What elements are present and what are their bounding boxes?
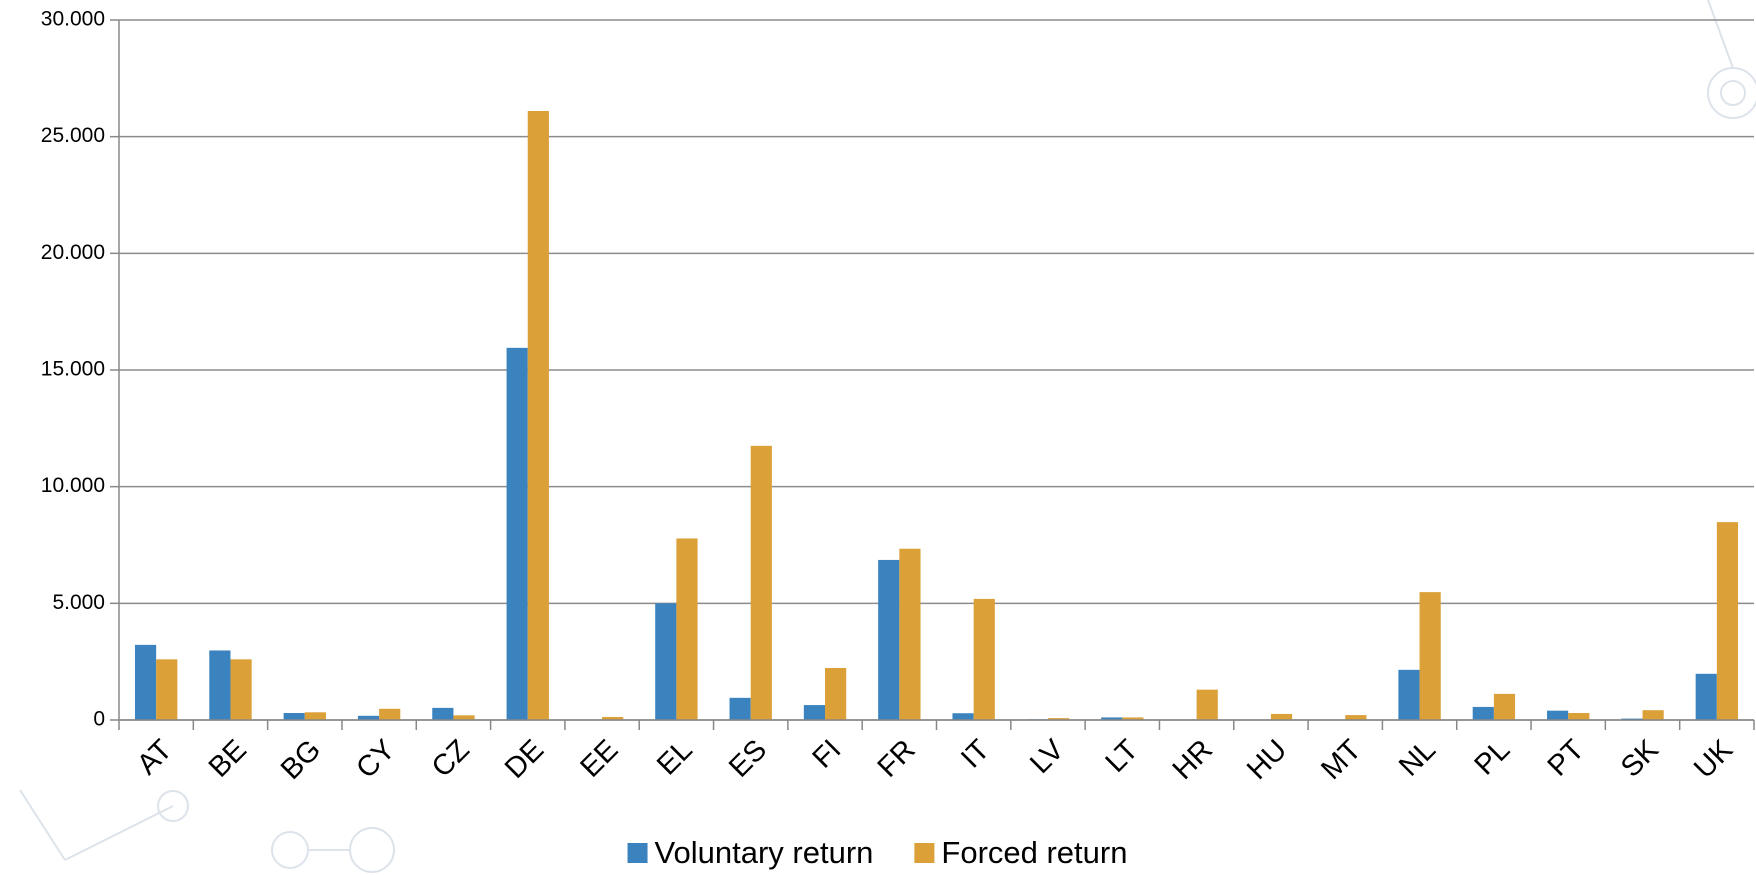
bar bbox=[453, 715, 475, 720]
bar bbox=[283, 713, 305, 720]
bar bbox=[676, 538, 698, 720]
x-tick-label: CY bbox=[350, 734, 401, 785]
x-tick-label: LT bbox=[1100, 734, 1145, 779]
legend: Voluntary return Forced return bbox=[627, 835, 1127, 870]
y-tick-label: 20.000 bbox=[41, 241, 105, 264]
legend-swatch bbox=[627, 843, 648, 863]
x-tick-label: PT bbox=[1542, 734, 1591, 783]
bar bbox=[1493, 693, 1516, 720]
bar bbox=[527, 111, 549, 720]
bar bbox=[357, 715, 380, 720]
bar bbox=[899, 548, 921, 720]
x-tick-label: SK bbox=[1615, 733, 1665, 783]
bar bbox=[1101, 717, 1123, 720]
bar bbox=[952, 713, 974, 720]
decoration bbox=[19, 0, 1756, 873]
x-tick-label: EE bbox=[574, 734, 624, 784]
bar bbox=[803, 705, 826, 720]
x-tick-label: ES bbox=[723, 734, 773, 784]
x-tick-label: MT bbox=[1315, 734, 1367, 786]
bar bbox=[506, 347, 528, 720]
bar bbox=[1695, 673, 1717, 720]
bar bbox=[1568, 713, 1590, 720]
bar bbox=[432, 707, 454, 720]
bar bbox=[1345, 715, 1367, 720]
x-tick-label: AT bbox=[131, 734, 179, 782]
bar bbox=[1270, 713, 1293, 720]
bar bbox=[602, 716, 624, 720]
x-tick-label: EL bbox=[651, 734, 699, 782]
bar bbox=[156, 659, 178, 720]
legend-swatch bbox=[914, 843, 935, 863]
x-tick-label: BG bbox=[275, 734, 327, 786]
bar bbox=[230, 659, 252, 720]
bar bbox=[1716, 522, 1739, 720]
x-tick-label: IT bbox=[955, 734, 996, 775]
bar bbox=[750, 445, 772, 720]
x-tick-label: UK bbox=[1688, 733, 1740, 785]
bar bbox=[1196, 689, 1218, 720]
bar bbox=[304, 712, 326, 720]
bar bbox=[1419, 592, 1441, 720]
bar bbox=[379, 708, 401, 720]
x-tick-label: PL bbox=[1469, 734, 1517, 782]
bar bbox=[1472, 706, 1494, 720]
bar bbox=[1122, 717, 1144, 720]
legend-label: Forced return bbox=[941, 835, 1127, 870]
y-tick-label: 0 bbox=[93, 708, 105, 731]
bar bbox=[729, 697, 751, 720]
bar bbox=[1642, 710, 1664, 720]
y-tick-label: 10.000 bbox=[41, 474, 105, 497]
y-tick-label: 5.000 bbox=[52, 591, 105, 614]
x-tick-label: NL bbox=[1393, 734, 1442, 783]
bar bbox=[825, 667, 847, 720]
y-tick-label: 25.000 bbox=[41, 124, 105, 147]
x-tick-label: BE bbox=[203, 734, 253, 784]
x-tick-label: LV bbox=[1024, 733, 1071, 780]
x-tick-label: HR bbox=[1167, 734, 1219, 786]
x-tick-label: FI bbox=[807, 734, 848, 775]
y-tick-label: 30.000 bbox=[41, 8, 105, 31]
x-tick-label: CZ bbox=[426, 734, 476, 784]
bar bbox=[655, 603, 677, 720]
y-tick-label: 15.000 bbox=[41, 358, 105, 381]
x-tick-label: FR bbox=[872, 734, 922, 784]
bar bbox=[209, 650, 231, 720]
bar bbox=[973, 598, 995, 720]
bar bbox=[134, 644, 157, 720]
bar bbox=[1547, 710, 1569, 720]
bar bbox=[1047, 718, 1070, 720]
bar bbox=[1398, 669, 1420, 720]
x-tick-label: HU bbox=[1241, 734, 1293, 786]
bar bbox=[878, 559, 900, 720]
legend-label: Voluntary return bbox=[655, 835, 874, 870]
x-tick-label: DE bbox=[499, 734, 550, 785]
